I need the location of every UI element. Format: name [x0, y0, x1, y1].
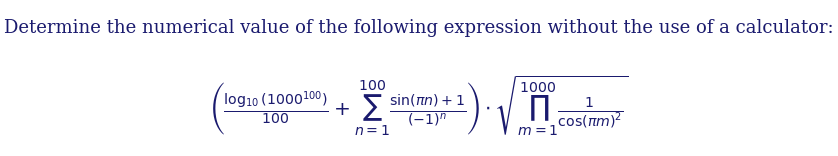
- Text: Determine the numerical value of the following expression without the use of a c: Determine the numerical value of the fol…: [4, 19, 834, 37]
- Text: $\left(\frac{\log_{10}\left(1000^{100}\right)}{100}+\sum_{n=1}^{100}\frac{\sin(\: $\left(\frac{\log_{10}\left(1000^{100}\r…: [210, 74, 628, 138]
